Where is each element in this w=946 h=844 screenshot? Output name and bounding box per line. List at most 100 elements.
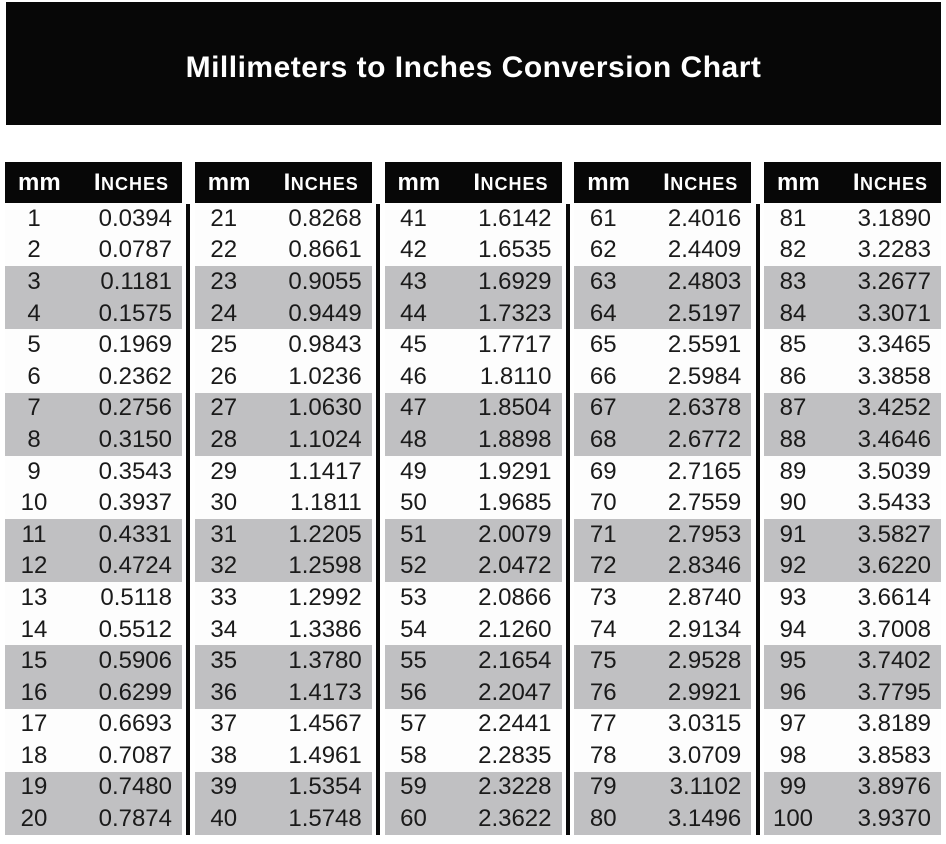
inches-value: 0.0394	[98, 204, 172, 232]
table-row: 89 3.5039	[764, 455, 941, 488]
mm-value: 76	[589, 678, 617, 706]
inches-value: 2.3228	[478, 773, 552, 801]
group-gap	[182, 162, 195, 835]
mm-value: 51	[400, 520, 427, 548]
mm-value: 47	[400, 394, 427, 422]
table-row: 18 0.7087	[5, 740, 182, 772]
table-row: 57 2.2441	[384, 708, 562, 741]
inches-value: 3.7795	[857, 678, 931, 706]
mm-value: 13	[20, 583, 48, 611]
mm-value: 84	[779, 299, 807, 327]
mm-value: 44	[400, 299, 427, 327]
column-header-inches: INCHES	[663, 168, 739, 196]
inches-value: 3.6614	[857, 583, 931, 611]
mm-value: 52	[400, 552, 427, 580]
table-row: 56 2.2047	[384, 676, 562, 709]
mm-value: 7	[27, 394, 41, 422]
table-row: 87 3.4252	[764, 392, 941, 425]
mm-value: 57	[400, 710, 427, 738]
inches-value: 2.2047	[478, 678, 552, 706]
inches-value: 3.6220	[857, 552, 931, 580]
table-row: 67 2.6378	[574, 392, 752, 425]
inches-value: 2.5591	[667, 331, 742, 359]
table-row: 64 2.5197	[574, 297, 752, 330]
mm-value: 73	[589, 583, 617, 611]
inches-value: 0.3937	[98, 489, 172, 517]
table-header-row: mm INCHES	[384, 162, 562, 203]
mm-value: 83	[779, 267, 807, 295]
table-row: 24 0.9449	[194, 297, 372, 330]
inches-value: 0.5906	[98, 647, 172, 675]
inches-value: 0.3150	[98, 425, 172, 453]
inches-value: 2.2835	[478, 741, 552, 769]
table-row: 65 2.5591	[574, 329, 752, 361]
mm-value: 38	[210, 741, 238, 769]
mm-value: 93	[779, 583, 807, 611]
mm-value: 37	[210, 710, 238, 738]
table-row: 50 1.9685	[384, 487, 562, 519]
table-row: 23 0.9055	[194, 266, 372, 298]
title-bar: Millimeters to Inches Conversion Chart	[6, 2, 941, 125]
table-row: 46 1.8110	[384, 360, 562, 393]
table-row: 13 0.5118	[5, 582, 182, 614]
inches-value: 1.6535	[478, 236, 552, 264]
inches-value: 2.9134	[667, 615, 742, 643]
mm-value: 64	[589, 299, 617, 327]
column-header-inches: INCHES	[852, 168, 928, 196]
inches-value: 0.1181	[100, 267, 172, 295]
mm-value: 79	[589, 773, 617, 801]
inches-value: 0.4331	[98, 520, 172, 548]
table-row: 54 2.1260	[384, 613, 562, 646]
table-row: 32 1.2598	[194, 550, 372, 583]
table-row: 70 2.7559	[574, 487, 752, 519]
inches-value: 2.9528	[667, 647, 742, 675]
table-row: 91 3.5827	[764, 518, 941, 551]
inches-value: 3.5827	[857, 520, 931, 548]
column-header-inches: INCHES	[283, 168, 359, 196]
mm-value: 98	[779, 741, 807, 769]
inches-value: 0.6693	[98, 710, 172, 738]
table-row: 100 3.9370	[764, 803, 941, 835]
table-row: 69 2.7165	[574, 455, 752, 488]
mm-value: 72	[589, 552, 617, 580]
inches-value: 3.8583	[857, 741, 931, 769]
inches-value: 0.0787	[98, 236, 172, 264]
table-row: 51 2.0079	[384, 518, 562, 551]
table-row: 47 1.8504	[384, 392, 562, 425]
inches-value: 3.1496	[667, 805, 742, 833]
table-row: 83 3.2677	[764, 266, 941, 298]
inches-value: 0.6299	[98, 678, 172, 706]
inches-value: 1.1024	[288, 425, 362, 453]
table-row: 25 0.9843	[194, 329, 372, 361]
mm-value: 26	[210, 362, 238, 390]
mm-value: 21	[210, 204, 238, 232]
table-row: 99 3.8976	[764, 771, 941, 804]
mm-value: 8	[27, 425, 41, 453]
table-row: 71 2.7953	[574, 518, 752, 551]
mm-value: 68	[589, 425, 617, 453]
table-row: 44 1.7323	[384, 297, 562, 330]
mm-value: 69	[589, 457, 617, 485]
mm-value: 66	[589, 362, 617, 390]
inches-value: 3.0315	[667, 710, 742, 738]
table-group: mm INCHES 81 3.1890 82 3.2283 83 3.2677 84 3.3071…	[764, 162, 941, 835]
inches-value: 0.1575	[98, 299, 172, 327]
inches-value: 1.0236	[288, 362, 362, 390]
vertical-divider	[565, 204, 570, 835]
inches-value: 3.3465	[857, 331, 931, 359]
inches-value: 1.9685	[478, 489, 552, 517]
mm-value: 94	[779, 615, 807, 643]
table-row: 21 0.8268	[194, 203, 372, 235]
table-row: 45 1.7717	[384, 329, 562, 361]
mm-value: 62	[589, 236, 617, 264]
mm-value: 35	[210, 647, 238, 675]
mm-value: 18	[20, 741, 48, 769]
table-row: 27 1.0630	[194, 392, 372, 425]
mm-value: 9	[27, 457, 41, 485]
table-header-row: mm INCHES	[194, 162, 372, 203]
inches-value: 1.1811	[290, 489, 362, 517]
mm-value: 4	[27, 299, 41, 327]
mm-value: 17	[20, 710, 48, 738]
inches-value: 1.5748	[288, 805, 362, 833]
inches-value: 3.1890	[857, 204, 931, 232]
